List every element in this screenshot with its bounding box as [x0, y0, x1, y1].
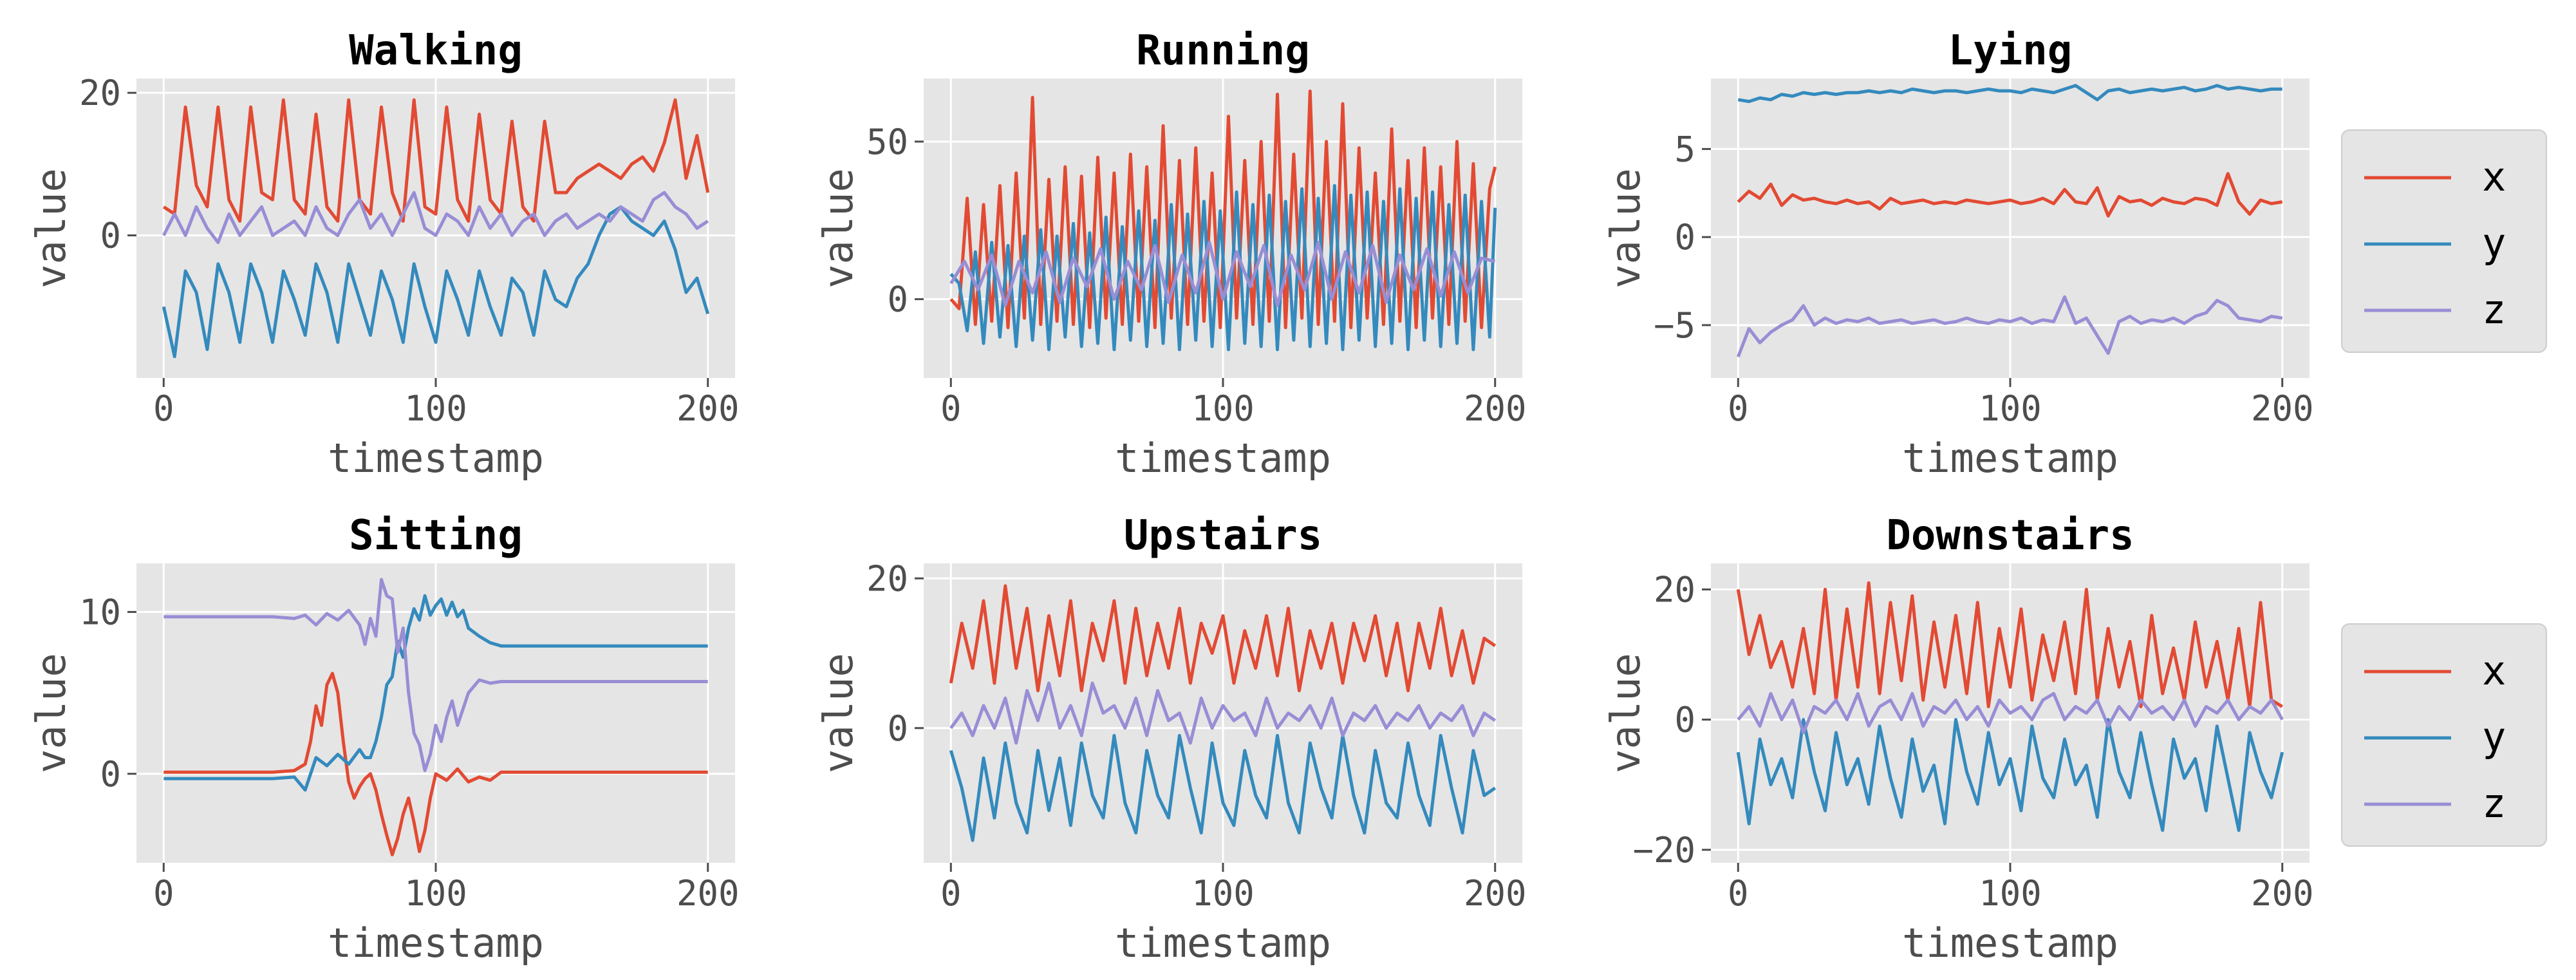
series-line-z [1737, 692, 2284, 735]
series-line-z [1736, 295, 2283, 358]
x-tick-label: 100 [404, 873, 467, 914]
x-axis-label: timestamp [1115, 435, 1331, 482]
x-tick-label: 200 [2251, 388, 2314, 429]
y-tick-label: 0 [100, 754, 121, 795]
chart-title: Walking [349, 27, 523, 75]
series-line-x [163, 672, 708, 856]
x-tick-label: 0 [940, 873, 962, 914]
x-tick-label: 0 [940, 388, 962, 429]
x-axis-label: timestamp [1902, 919, 2118, 966]
y-axis-label: value [1602, 653, 1649, 773]
y-axis-label: value [28, 653, 75, 773]
series-line-y [949, 184, 1497, 352]
y-tick-label: 0 [1674, 700, 1695, 740]
chart-title: Upstairs [1124, 512, 1322, 560]
x-tick-label: 0 [153, 873, 174, 914]
y-tick-label: −5 [1654, 305, 1695, 346]
y-tick-label: 20 [866, 558, 908, 599]
x-tick-label: 200 [2251, 873, 2314, 914]
x-tick-label: 0 [1728, 388, 1749, 429]
chart-title: Running [1136, 27, 1310, 75]
subplot-running: 0 100 200 50 0 Running timestamp value [815, 27, 1526, 482]
x-tick-label: 100 [1979, 873, 2042, 914]
chart-title: Sitting [349, 512, 523, 560]
y-tick-label: 5 [1674, 129, 1695, 169]
x-tick-label: 200 [1464, 388, 1527, 429]
x-axis-label: timestamp [328, 435, 544, 482]
legend-label-x: x [2482, 647, 2506, 694]
legend-label-z: z [2482, 286, 2506, 333]
chart-title: Lying [1948, 27, 2073, 75]
series-line-z [162, 191, 709, 245]
series-line-y [1737, 84, 2282, 104]
x-tick-label: 0 [1728, 873, 1749, 914]
x-axis-label: timestamp [1902, 435, 2118, 482]
x-tick-label: 0 [153, 388, 174, 429]
x-tick-label: 100 [1191, 873, 1255, 914]
y-axis-label: value [815, 168, 862, 288]
legend-box [2341, 623, 2547, 847]
series-line-y [1736, 718, 2284, 832]
series-line-z [949, 241, 1496, 307]
x-tick-label: 200 [677, 873, 740, 914]
y-tick-label: 20 [79, 73, 121, 113]
legend-label-z: z [2482, 780, 2506, 827]
y-tick-label: 0 [1674, 217, 1695, 258]
y-axis-label: value [28, 168, 75, 288]
y-tick-label: 0 [887, 708, 908, 749]
series-line-z [163, 578, 708, 773]
x-tick-label: 200 [1464, 873, 1527, 914]
y-tick-label: 20 [1654, 569, 1695, 610]
y-tick-label: −20 [1632, 830, 1695, 871]
legend: xyz [2341, 129, 2547, 353]
y-tick-label: 50 [866, 122, 908, 162]
series-line-x [949, 584, 1497, 693]
series-line-x [162, 98, 710, 223]
x-tick-label: 100 [404, 388, 467, 429]
series-line-y [949, 733, 1497, 842]
y-tick-label: 0 [100, 216, 121, 256]
y-axis-label: value [815, 653, 862, 773]
legend-box [2341, 129, 2547, 353]
x-tick-label: 200 [677, 388, 740, 429]
series-line-x [1737, 172, 2283, 218]
legend-label-y: y [2482, 220, 2506, 267]
x-axis-label: timestamp [1115, 919, 1331, 966]
legend-label-x: x [2482, 153, 2506, 200]
chart-title: Downstairs [1886, 512, 2134, 560]
y-axis-label: value [1602, 168, 1649, 288]
y-tick-label: 0 [887, 279, 908, 320]
y-tick-label: 10 [79, 592, 121, 632]
x-axis-label: timestamp [328, 919, 544, 966]
legend: xyz [2341, 623, 2547, 847]
series-line-z [949, 681, 1497, 745]
legend-label-y: y [2482, 713, 2506, 760]
x-tick-label: 100 [1191, 388, 1255, 429]
series-line-x [949, 90, 1497, 330]
series-line-x [1736, 581, 2283, 708]
x-tick-label: 100 [1979, 388, 2042, 429]
subplot-lying: 0 100 200 5 0 −5 Lying timestamp value xyz [1602, 27, 2547, 482]
